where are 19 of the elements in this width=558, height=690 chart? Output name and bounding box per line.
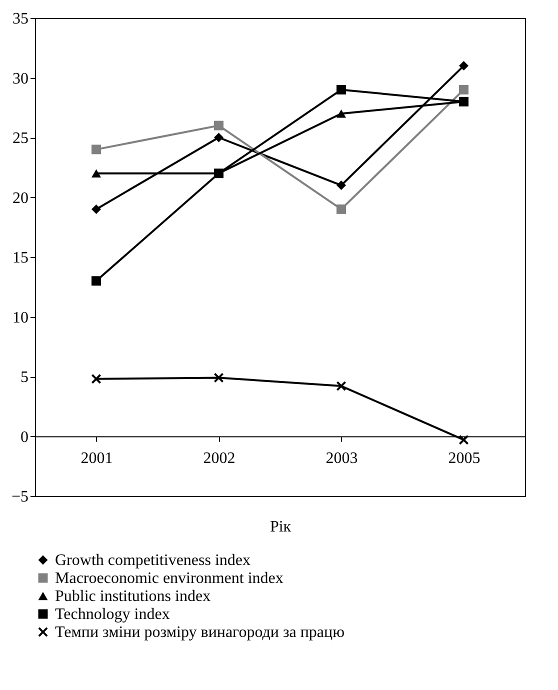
y-tick-label: 30	[12, 70, 28, 88]
y-tick-label: 0	[20, 428, 28, 446]
x-tick-label: 2005	[448, 450, 480, 467]
y-tick-label: 20	[12, 190, 28, 207]
y-tick-label: −5	[11, 488, 28, 506]
x-tick-label: 2002	[203, 450, 236, 467]
legend-label: Growth competitiveness index	[55, 552, 251, 569]
legend-label: Technology index	[55, 606, 170, 623]
x-tick-label: 2003	[326, 450, 358, 467]
y-tick-label: 15	[12, 250, 28, 266]
legend-label: Macroeconomic environment index	[55, 570, 284, 587]
y-tick-label: 5	[20, 369, 28, 386]
legend-label: Public institutions index	[55, 588, 211, 605]
x-axis-title: Рік	[270, 518, 292, 536]
legend-label: Темпи зміни розміру винагороди за працю	[55, 624, 345, 641]
y-tick-label: 25	[12, 130, 28, 147]
y-tick-label: 35	[12, 10, 28, 28]
x-tick-label: 2001	[80, 450, 113, 467]
y-tick-label: 10	[12, 309, 28, 326]
